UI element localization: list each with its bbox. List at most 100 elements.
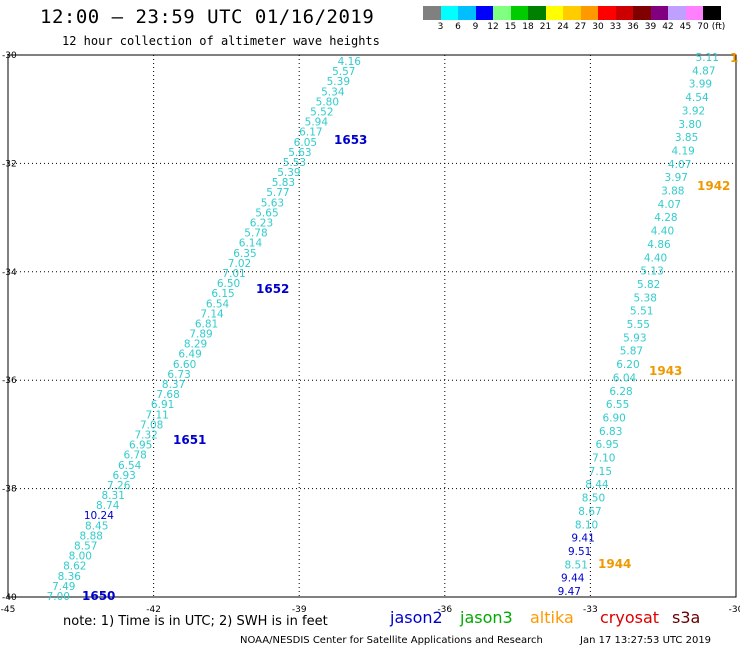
swh-value-label: 7.10	[592, 453, 615, 465]
swh-value-label: 8.51	[565, 559, 588, 571]
scale-swatch	[440, 6, 458, 20]
scale-swatch	[423, 6, 441, 20]
swh-value-label: 8.88	[80, 530, 103, 542]
legend-item-jason2: jason2	[390, 608, 443, 627]
swh-value-label: 6.93	[112, 470, 135, 482]
scale-label: 27	[574, 22, 587, 32]
scale-swatch	[685, 6, 703, 20]
swh-value-label: 6.04	[613, 372, 637, 384]
swh-value-label: 6.15	[211, 288, 234, 300]
swh-value-label: 6.54	[206, 298, 230, 310]
swh-value-label: 8.57	[74, 541, 97, 553]
swh-value-label: 9.47	[558, 586, 581, 598]
swh-value-label: 4.54	[685, 92, 709, 104]
swh-value-label: 4.07	[668, 159, 691, 171]
swh-value-label: 7.00	[47, 591, 70, 603]
scale-label: 6	[455, 22, 461, 32]
swh-value-label: 5.94	[305, 117, 329, 129]
swh-value-label: 3.85	[675, 132, 698, 144]
swh-value-label: 6.73	[167, 369, 190, 381]
swh-value-label: 3.97	[665, 172, 688, 184]
swh-value-label: 8.00	[69, 551, 92, 563]
lon-tick-label: -30	[729, 605, 740, 615]
scale-label: 42	[662, 22, 674, 32]
swh-value-label: 5.11	[696, 52, 719, 64]
scale-label: 12	[487, 22, 499, 32]
swh-value-label: 7.08	[140, 419, 163, 431]
swh-value-label: 6.20	[616, 359, 639, 371]
swh-value-label: 6.35	[233, 248, 256, 260]
color-scale	[423, 6, 721, 20]
swh-value-label: 8.50	[582, 493, 605, 505]
lat-tick-label: -38	[2, 485, 17, 495]
swh-value-label: 7.14	[200, 308, 224, 320]
swh-value-label: 9.51	[568, 546, 591, 558]
swh-value-label: 5.82	[637, 279, 660, 291]
scale-swatch	[633, 6, 651, 20]
swh-value-label: 7.01	[222, 268, 245, 280]
scale-swatch	[563, 6, 581, 20]
swh-value-label: 6.23	[250, 218, 273, 230]
pass-time-label: 1	[730, 51, 738, 65]
lat-tick-label: -34	[2, 268, 17, 278]
swh-value-label: 5.39	[277, 167, 300, 179]
scale-swatch	[668, 6, 686, 20]
swh-value-label: 4.28	[654, 212, 677, 224]
pass-time-label: 1942	[697, 179, 730, 193]
swh-value-label: 6.81	[195, 318, 218, 330]
swh-value-label: 5.13	[640, 266, 663, 278]
swh-value-label: 8.44	[585, 479, 609, 491]
scale-label: 30	[592, 22, 604, 32]
swh-value-label: 5.34	[321, 86, 345, 98]
scale-swatch	[598, 6, 616, 20]
scale-swatch	[615, 6, 633, 20]
swh-value-label: 7.02	[228, 258, 251, 270]
swh-value-label: 6.90	[602, 412, 625, 424]
swh-value-label: 5.93	[623, 332, 646, 344]
swh-value-label: 6.95	[596, 439, 619, 451]
swh-value-label: 6.14	[239, 238, 263, 250]
pass-time-label: 1944	[598, 557, 631, 571]
swh-value-label: 3.88	[661, 186, 684, 198]
lon-tick-label: -42	[146, 605, 161, 615]
lat-tick-label: -32	[2, 159, 17, 169]
swh-value-label: 4.86	[647, 239, 671, 251]
scale-label: 45	[679, 22, 692, 32]
scale-label: 9	[472, 22, 479, 32]
swh-value-label: 4.19	[671, 145, 694, 157]
scale-label: 24	[557, 22, 569, 32]
timestamp-text: Jan 17 13:27:53 UTC 2019	[580, 635, 712, 646]
pass-time-label: 1652	[256, 282, 289, 296]
swh-value-label: 6.60	[173, 359, 196, 371]
scale-label: 15	[504, 22, 517, 32]
swh-value-label: 5.53	[283, 157, 306, 169]
swh-value-label: 4.07	[658, 199, 681, 211]
scale-swatch	[493, 6, 511, 20]
swh-value-label: 5.87	[620, 346, 643, 358]
swh-value-label: 5.65	[255, 207, 278, 219]
lon-tick-label: -33	[583, 605, 598, 615]
swh-value-label: 7.15	[589, 466, 612, 478]
swh-value-label: 4.87	[692, 65, 715, 77]
scale-label: 33	[609, 22, 622, 32]
legend-item-cryosat: cryosat	[600, 608, 660, 627]
scale-swatch	[650, 6, 668, 20]
legend-item-s3a: s3a	[672, 608, 701, 627]
swh-value-label: 9.44	[561, 573, 585, 585]
legend-item-jason3: jason3	[460, 608, 513, 627]
swh-value-label: 5.39	[327, 76, 350, 88]
scale-swatch	[580, 6, 598, 20]
swh-value-label: 3.99	[689, 79, 712, 91]
swh-value-label: 5.55	[627, 319, 650, 331]
swh-value-label: 5.57	[332, 66, 355, 78]
credit-text: NOAA/NESDIS Center for Satellite Applica…	[240, 635, 543, 646]
legend-item-altika: altika	[530, 608, 574, 627]
footer-note: note: 1) Time is in UTC; 2) SWH is in fe…	[63, 614, 328, 629]
lat-tick-label: -36	[2, 376, 17, 386]
map-subtitle: 12 hour collection of altimeter wave hei…	[62, 34, 380, 48]
scale-swatch	[458, 6, 476, 20]
pass-time-label: 1650	[82, 589, 115, 603]
color-scale-labels: 3 6 9 12 15 18 21 24 27 30 33 36 39 42 45 70 (ft)	[423, 22, 740, 34]
